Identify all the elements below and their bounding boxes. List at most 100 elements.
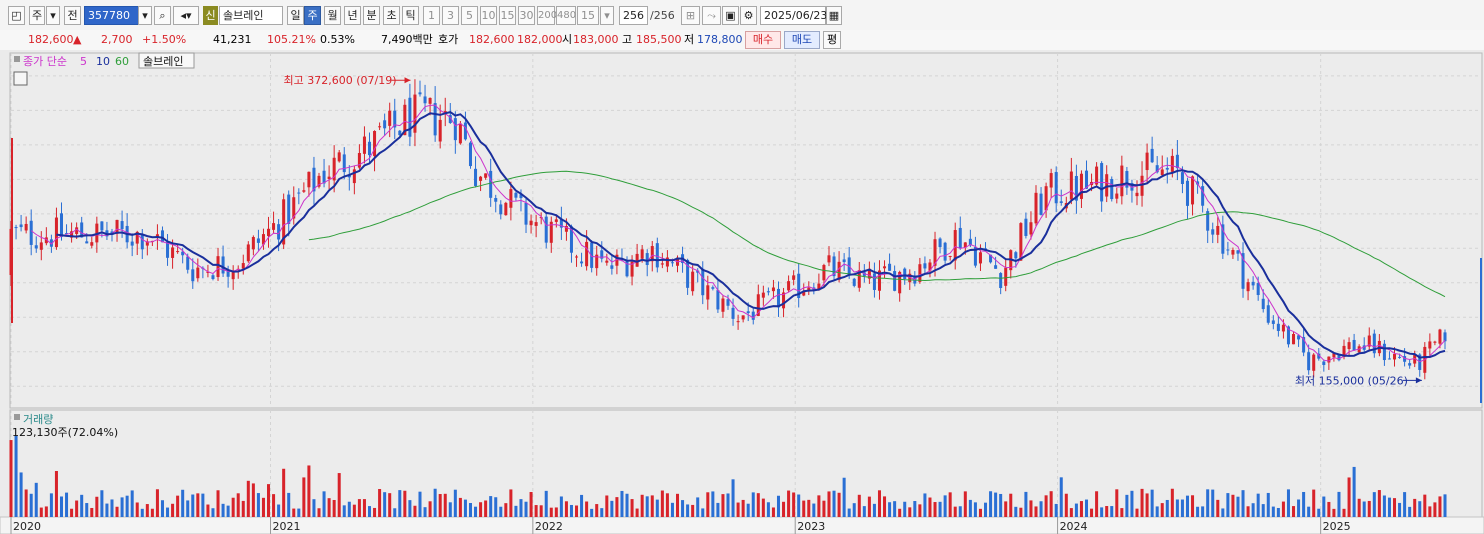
volume-bar [792, 492, 796, 517]
volume-bar [1090, 508, 1094, 517]
volume-bar [913, 501, 917, 517]
volume-bar [19, 472, 23, 517]
candle-body [893, 271, 897, 291]
volume-bar [544, 490, 548, 517]
period-tab[interactable]: 분 [363, 6, 380, 25]
volume-bar [751, 492, 755, 517]
candle-body [211, 275, 215, 280]
period-tab[interactable]: 일 [287, 6, 304, 25]
legend-ma-label: 종가 단순 [23, 55, 67, 68]
volume-bar [474, 506, 478, 517]
grid-toggle-icon[interactable] [13, 71, 28, 86]
interval-button[interactable]: 30 [518, 6, 535, 25]
count-input[interactable]: 256 [619, 6, 648, 25]
volume-bar [898, 508, 902, 517]
candle-body [337, 152, 341, 162]
gear-icon[interactable]: ⚙ [740, 6, 757, 25]
date-input[interactable]: 2025/06/23 [760, 6, 827, 25]
candle-body [691, 271, 695, 292]
window-icon[interactable]: ◰ [8, 6, 25, 25]
candle-body [75, 227, 79, 234]
volume-bar [978, 508, 982, 517]
candle-body [287, 194, 291, 224]
interval-button[interactable]: 15 [499, 6, 516, 25]
volume-bar [1054, 503, 1058, 517]
buy-button[interactable]: 매수 [745, 31, 781, 49]
candle-body [1155, 165, 1159, 173]
sell-button[interactable]: 매도 [784, 31, 820, 49]
legend-marker [14, 56, 20, 62]
interval-button[interactable]: 1 [423, 6, 440, 25]
candle-body [585, 241, 589, 267]
stock-name-field[interactable]: 솔브레인 [219, 6, 283, 25]
interval-button[interactable]: 3 [442, 6, 459, 25]
chevron-down-icon[interactable]: ▾ [46, 6, 60, 25]
volume-bar [1191, 495, 1195, 517]
candle-body [726, 299, 730, 306]
volume-bar [741, 499, 745, 517]
interval-button[interactable]: 480 [556, 6, 576, 25]
candle-body [1059, 201, 1063, 203]
chevron-down-icon[interactable]: ▾ [138, 6, 152, 25]
volume-bar [1337, 491, 1341, 517]
volume-bar [115, 506, 119, 517]
indicator-icon[interactable]: ⤳ [702, 6, 721, 25]
candle-body [696, 270, 700, 273]
chevron-down-icon[interactable]: ▾ [600, 6, 614, 25]
stock-code-input[interactable]: 357780 [84, 6, 139, 25]
period-select[interactable]: 주 [29, 6, 45, 25]
candle-body [251, 237, 255, 250]
candle-body [746, 311, 750, 314]
volume-bar [1357, 498, 1361, 517]
candle-body [19, 224, 23, 228]
candle-body [1261, 298, 1265, 310]
period-tab[interactable]: 주 [304, 6, 321, 25]
candle-body [458, 123, 462, 144]
search-icon[interactable]: ⌕ [154, 6, 171, 25]
interval-value[interactable]: 15 [577, 6, 599, 25]
candle-body [529, 220, 533, 226]
volume-bar [362, 499, 366, 517]
volume-bar [595, 504, 599, 517]
volume-bar [59, 496, 64, 517]
calendar-icon[interactable]: ▦ [826, 6, 842, 25]
candle-body [701, 268, 705, 296]
compare-icon[interactable]: ⊞ [681, 6, 700, 25]
candle-body [413, 94, 417, 133]
interval-button[interactable]: 200 [537, 6, 557, 25]
volume-bar [585, 501, 589, 517]
prev-button[interactable]: 전 [64, 6, 81, 25]
volume-bar [39, 507, 43, 517]
period-tab[interactable]: 틱 [402, 6, 419, 25]
volume-bar [29, 493, 33, 517]
period-tab[interactable]: 년 [344, 6, 361, 25]
volume-bar [1196, 506, 1200, 517]
candle-body [297, 192, 301, 194]
volume-bar [413, 505, 417, 517]
avg-button[interactable]: 평 [823, 31, 841, 49]
candle-body [1297, 335, 1301, 340]
volume-bar [1165, 499, 1169, 517]
volume-bar [802, 500, 806, 517]
interval-button[interactable]: 10 [480, 6, 497, 25]
volume-bar [1292, 506, 1296, 517]
period-tab[interactable]: 월 [324, 6, 341, 25]
candle-body [135, 231, 139, 244]
volume-bar [1317, 508, 1321, 517]
interval-button[interactable]: 5 [461, 6, 478, 25]
candle-body [756, 294, 760, 317]
volume-bar [812, 503, 816, 517]
volume-bar [317, 508, 321, 517]
save-icon[interactable]: ▣ [722, 6, 739, 25]
volume-bar [393, 508, 397, 517]
volume-bar [181, 489, 185, 517]
volume-bar [1130, 490, 1134, 517]
volume-bar [701, 508, 705, 517]
candle-body [989, 254, 993, 263]
speaker-icon[interactable]: ◂▾ [173, 6, 199, 25]
volume-bar [867, 496, 871, 517]
low-label: 저 [684, 33, 695, 46]
period-tab[interactable]: 초 [383, 6, 400, 25]
volume-bar [665, 493, 669, 517]
candle-body [1403, 356, 1407, 362]
